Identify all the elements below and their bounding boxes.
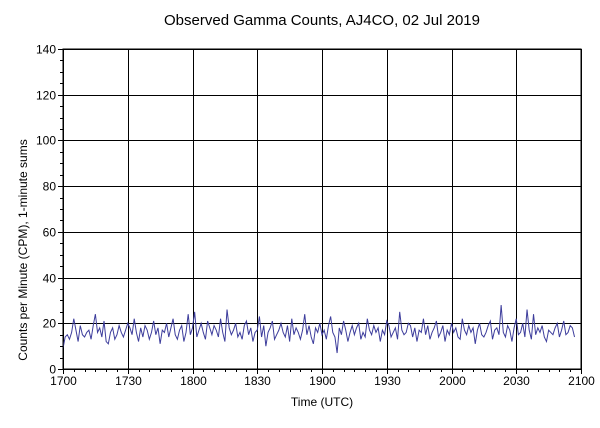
y-tick-label: 0 [49, 363, 56, 377]
x-tick-label: 1730 [115, 374, 142, 388]
chart-title: Observed Gamma Counts, AJ4CO, 02 Jul 201… [164, 12, 480, 29]
y-tick-label: 20 [43, 317, 57, 331]
x-tick-label: 1700 [50, 374, 77, 388]
x-tick-label: 1800 [180, 374, 207, 388]
y-tick-label: 60 [43, 226, 57, 240]
grid [63, 49, 582, 370]
y-tick-label: 100 [36, 134, 56, 148]
x-tick-label: 2000 [439, 374, 466, 388]
x-tick-label: 1900 [309, 374, 336, 388]
x-tick-label: 2100 [568, 374, 595, 388]
y-tick-label: 140 [36, 43, 56, 57]
y-axis-ticks: 0 20 40 60 80 100 120 140 [36, 43, 63, 377]
y-axis-label: Counts per Minute (CPM), 1-minute sums [16, 139, 30, 360]
x-tick-label: 2030 [503, 374, 530, 388]
y-tick-label: 80 [43, 180, 57, 194]
x-tick-label: 1830 [244, 374, 271, 388]
y-tick-label: 40 [43, 272, 57, 286]
x-tick-label: 1930 [374, 374, 401, 388]
x-axis-ticks: 1700 1730 1800 1830 1900 1930 2000 2030 2100 [50, 369, 595, 388]
y-tick-label: 120 [36, 89, 56, 103]
series-line [62, 304, 576, 354]
x-axis-label: Time (UTC) [291, 395, 353, 409]
plot-frame [62, 48, 582, 370]
